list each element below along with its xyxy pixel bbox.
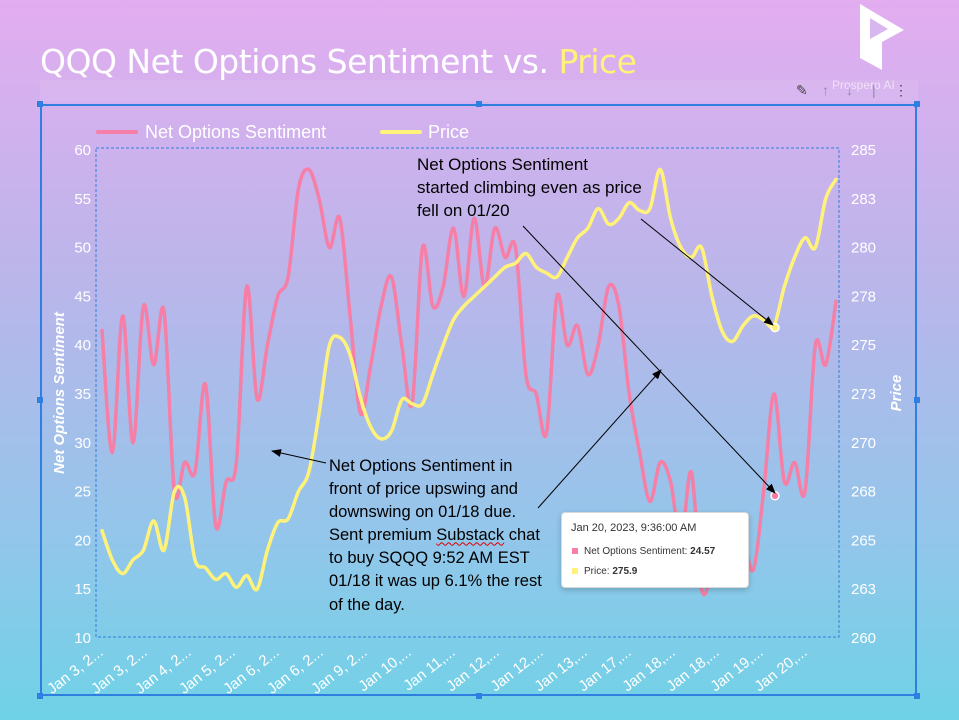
brand-name: Prospero AI <box>832 78 895 92</box>
legend-sentiment-label: Net Options Sentiment <box>145 122 326 142</box>
y-tick-right: 260 <box>851 630 876 647</box>
legend-price-label: Price <box>428 122 469 142</box>
tooltip-price-label: Price: <box>584 566 610 577</box>
y-tick-left: 60 <box>74 142 91 159</box>
visual-toolbar <box>40 80 918 102</box>
resize-handle-tr[interactable] <box>914 101 920 107</box>
title-part-3: Price <box>558 42 637 81</box>
title-part-1: QQQ Net Options Sentiment <box>40 42 493 81</box>
annotation-bottom-part-1: Net Options Sentiment in front of price … <box>329 457 518 545</box>
y-tick-right: 278 <box>851 288 876 305</box>
resize-handle-r[interactable] <box>914 397 920 403</box>
tooltip-sentiment-swatch <box>572 548 578 555</box>
tooltip-row-price: Price: 275.9 <box>572 566 637 577</box>
y-axis-left: 60 55 50 45 40 35 30 25 20 15 10 <box>74 142 91 647</box>
resize-handle-bl[interactable] <box>37 693 43 699</box>
annotation-bottom: Net Options Sentiment in front of price … <box>329 455 579 617</box>
annotation-bottom-underlined: Substack <box>436 526 505 545</box>
y-tick-right: 265 <box>851 532 876 549</box>
pencil-icon[interactable]: ✎ <box>796 82 808 98</box>
title-part-2: vs. <box>502 42 549 81</box>
y-tick-left: 40 <box>74 337 91 354</box>
y-tick-right: 283 <box>851 191 876 208</box>
y-tick-left: 30 <box>74 435 91 452</box>
y-tick-right: 273 <box>851 386 876 403</box>
toolbar-divider: | <box>872 82 876 98</box>
y-tick-left: 10 <box>74 630 91 647</box>
annotation-bottom-part-2: chat to buy SQQQ 9:52 AM EST 01/18 it wa… <box>329 526 542 614</box>
tooltip-row-sentiment: Net Options Sentiment: 24.57 <box>572 546 715 557</box>
annotation-top-line-3: fell on 01/20 <box>417 201 510 220</box>
y-tick-right: 263 <box>851 581 876 598</box>
y-tick-right: 285 <box>851 142 876 159</box>
annotation-arrow-4 <box>537 369 662 509</box>
annotation-top: Net Options Sentiment started climbing ev… <box>417 153 642 222</box>
y-tick-right: 280 <box>851 240 876 257</box>
tooltip-price-swatch <box>572 568 578 575</box>
tooltip-date: Jan 20, 2023, 9:36:00 AM <box>571 522 697 534</box>
y-tick-left: 15 <box>74 581 91 598</box>
y-axis-right: 285 283 280 278 275 273 270 268 265 263 260 <box>851 142 876 647</box>
resize-handle-l[interactable] <box>37 397 43 403</box>
resize-handle-tl[interactable] <box>37 101 43 107</box>
arrow-up-icon[interactable]: ↑ <box>822 82 829 98</box>
y-tick-left: 55 <box>74 191 91 208</box>
x-axis: Jan 3, 2...Jan 3, 2...Jan 4, 2...Jan 5, … <box>44 644 810 698</box>
tooltip-sentiment-value: 24.57 <box>690 546 716 557</box>
annotation-top-line-1: Net Options Sentiment <box>417 155 589 174</box>
tooltip-sentiment-label: Net Options Sentiment: <box>584 546 688 557</box>
tooltip-price-value: 275.9 <box>612 566 638 577</box>
y-tick-right: 270 <box>851 435 876 452</box>
annotation-arrow-2 <box>640 218 774 326</box>
y-axis-left-title: Net Options Sentiment <box>51 311 68 474</box>
chart-tooltip: Jan 20, 2023, 9:36:00 AM Net Options Sen… <box>561 512 749 588</box>
annotation-top-line-2: started climbing even as price <box>417 178 642 197</box>
annotation-arrow-3 <box>271 449 327 464</box>
prospero-logo-icon <box>860 4 904 70</box>
resize-handle-br[interactable] <box>914 693 920 699</box>
y-axis-right-title: Price <box>888 375 905 412</box>
y-tick-left: 25 <box>74 484 91 501</box>
y-tick-left: 35 <box>74 386 91 403</box>
hover-point-price[interactable] <box>770 322 780 333</box>
y-tick-right: 268 <box>851 484 876 501</box>
resize-handle-b[interactable] <box>476 693 482 699</box>
series-line-price[interactable] <box>100 167 838 592</box>
chart-title: QQQ Net Options Sentiment vs. Price <box>40 42 637 81</box>
plot-area <box>95 147 840 638</box>
annotation-arrow-1 <box>522 225 776 494</box>
arrow-down-icon[interactable]: ↓ <box>846 82 853 98</box>
y-tick-left: 50 <box>74 240 91 257</box>
y-tick-left: 20 <box>74 532 91 549</box>
resize-handle-t[interactable] <box>476 101 482 107</box>
more-vert-icon[interactable]: ⋮ <box>894 82 908 98</box>
y-tick-right: 275 <box>851 337 876 354</box>
y-tick-left: 45 <box>74 288 91 305</box>
